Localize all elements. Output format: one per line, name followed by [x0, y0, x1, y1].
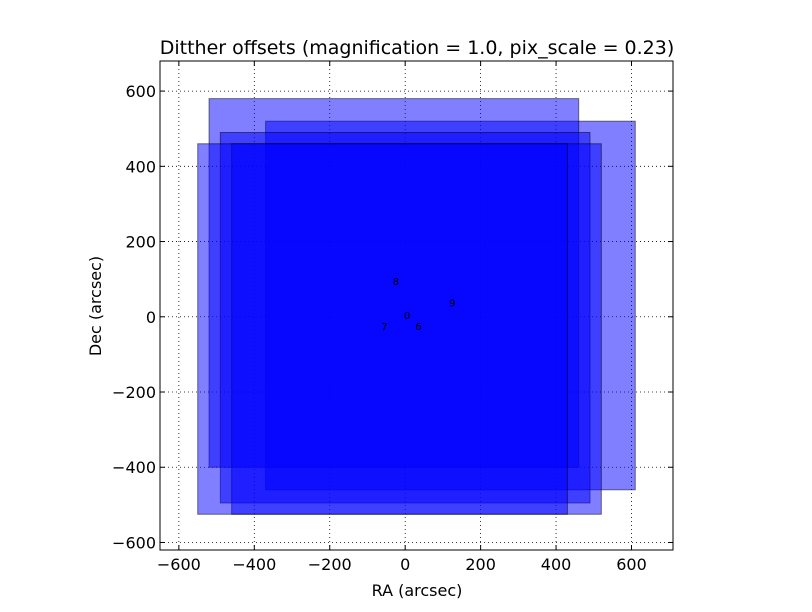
point-label-6: 6	[415, 322, 421, 333]
x-axis-label: RA (arcsec)	[372, 581, 463, 600]
footprint-rectangles	[197, 98, 636, 515]
x-tick-label: 400	[541, 555, 572, 574]
point-label-9: 9	[449, 298, 455, 309]
y-tick-label: 400	[125, 157, 156, 176]
point-label-0: 0	[404, 311, 410, 322]
footprint-rect-7	[197, 143, 568, 515]
chart-title: Ditther offsets (magnification = 1.0, pi…	[160, 37, 675, 59]
x-tick-label: −600	[157, 555, 201, 574]
y-tick-label: −600	[112, 533, 156, 552]
point-labels: 8 9 0 7 6	[381, 277, 455, 333]
y-tick-label: 600	[125, 82, 156, 101]
point-label-8: 8	[393, 277, 399, 288]
point-label-7: 7	[381, 322, 387, 333]
axis-ticks: −600 −400 −200 0 200 400 600 −600 −400 −200 0 200 40…	[112, 61, 673, 574]
x-tick-label: 200	[465, 555, 496, 574]
y-tick-label: 200	[125, 233, 156, 252]
x-tick-label: 600	[616, 555, 647, 574]
y-tick-label: 0	[146, 308, 156, 327]
y-axis-label: Dec (arcsec)	[86, 256, 105, 356]
x-tick-label: −200	[308, 555, 352, 574]
axes-frame	[159, 60, 674, 551]
y-tick-label: −200	[112, 383, 156, 402]
y-tick-label: −400	[112, 458, 156, 477]
x-tick-label: 0	[400, 555, 410, 574]
x-tick-label: −400	[232, 555, 276, 574]
